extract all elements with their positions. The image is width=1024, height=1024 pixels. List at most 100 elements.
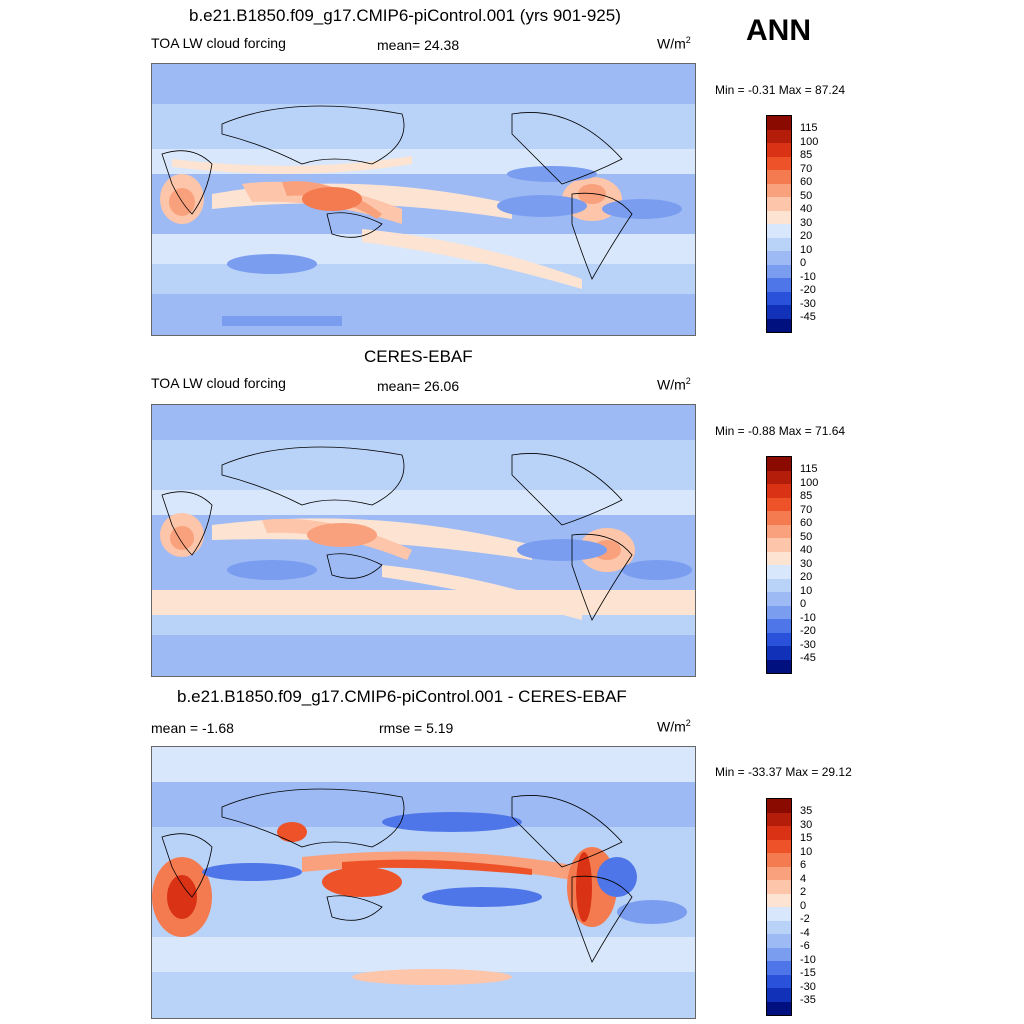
colorbar-swatch [767,866,791,880]
colorbar-tick-label: 10 [800,243,813,256]
colorbar-swatch [767,170,791,184]
colorbar-tick-label: 30 [800,818,813,831]
colorbar-tick-label: 4 [800,872,807,885]
colorbar-swatch [767,318,791,332]
colorbar-tick-label: 85 [800,490,813,502]
panel-3-map [151,746,696,1019]
colorbar-swatch [767,183,791,197]
colorbar-tick-label: 10 [800,584,813,597]
colorbar-swatch [767,551,791,565]
panel-1-map [151,63,696,336]
season-label: ANN [746,14,811,47]
colorbar-swatch [767,853,791,867]
colorbar-tick-label: -10 [800,611,816,624]
colorbar-swatch [767,961,791,975]
colorbar-swatch [767,799,791,813]
colorbar-swatch [767,197,791,211]
colorbar-tick-label: -4 [800,926,810,939]
colorbar-swatch [767,210,791,224]
colorbar-swatch [767,524,791,538]
colorbar-tick-label: 85 [800,149,813,161]
panel-3-rmse-label: rmse = 5.19 [379,720,454,736]
panel-3-units: W/m2 [657,718,691,735]
panel-3-colorbar [766,798,792,1016]
panel-3-mean-label: mean = -1.68 [151,720,234,736]
colorbar-tick-label: 0 [800,257,807,269]
panel-2-minmax: Min = -0.88 Max = 71.64 [715,424,846,438]
panel-2-units: W/m2 [657,376,691,393]
panel-3-title: b.e21.B1850.f09_g17.CMIP6-piControl.001 … [177,687,627,706]
colorbar-tick-label: 20 [800,571,813,583]
colorbar-tick-label: 70 [800,503,813,516]
colorbar-swatch [767,305,791,319]
colorbar-tick-label: 50 [800,530,813,543]
panel-2-variable-label: TOA LW cloud forcing [151,375,286,391]
colorbar-swatch [767,947,791,961]
panel-2-colorbar [766,456,792,674]
colorbar-tick-label: -10 [800,953,816,966]
colorbar-swatch [767,264,791,278]
colorbar-tick-label: 0 [800,598,807,610]
panel-2-map-svg [152,405,695,676]
colorbar-swatch [767,920,791,934]
panel-1-units: W/m2 [657,35,691,52]
colorbar-swatch [767,484,791,498]
panel-1-variable-label: TOA LW cloud forcing [151,35,286,51]
colorbar-tick-label: -20 [800,284,816,296]
colorbar-tick-label: 115 [800,122,818,134]
colorbar-swatch [767,646,791,660]
colorbar-swatch [767,659,791,673]
panel-1-map-svg [152,64,695,335]
colorbar-swatch [767,988,791,1002]
colorbar-swatch [767,497,791,511]
colorbar-swatch [767,839,791,853]
colorbar-swatch [767,1001,791,1015]
colorbar-tick-label: 70 [800,162,813,175]
colorbar-swatch [767,156,791,170]
colorbar-tick-label: 0 [800,899,807,912]
colorbar-swatch [767,129,791,143]
colorbar-tick-label: 60 [800,517,813,529]
colorbar-tick-label: 30 [800,557,813,570]
colorbar-tick-label: 20 [800,230,813,242]
colorbar-tick-label: 60 [800,176,813,188]
colorbar-swatch [767,592,791,606]
colorbar-tick-label: 6 [800,859,807,871]
panel-2-mean-label: mean= 26.06 [377,378,460,394]
colorbar-swatch [767,143,791,157]
panel-2-map [151,404,696,677]
panel-1-colorbar [766,115,792,333]
colorbar-tick-label: 50 [800,189,813,202]
colorbar-tick-label: 35 [800,805,813,817]
colorbar-swatch [767,880,791,894]
colorbar-swatch [767,934,791,948]
panel-3-minmax: Min = -33.37 Max = 29.12 [715,765,852,779]
colorbar-tick-label: 100 [800,476,819,489]
colorbar-swatch [767,251,791,265]
colorbar-swatch [767,812,791,826]
panel-3-map-svg [152,747,695,1018]
colorbar-tick-label: -30 [800,638,816,651]
colorbar-tick-label: -45 [800,652,816,664]
panel-2-title: CERES-EBAF [364,347,473,366]
colorbar-swatch [767,116,791,130]
colorbar-swatch [767,511,791,525]
colorbar-tick-label: -2 [800,913,810,925]
colorbar-swatch [767,826,791,840]
colorbar-tick-label: -10 [800,270,816,283]
colorbar-tick-label: 40 [800,544,813,556]
colorbar-tick-label: -20 [800,625,816,637]
colorbar-swatch [767,893,791,907]
colorbar-swatch [767,632,791,646]
colorbar-swatch [767,278,791,292]
colorbar-tick-label: 100 [800,135,819,148]
colorbar-tick-label: -30 [800,297,816,310]
colorbar-swatch [767,605,791,619]
colorbar-tick-label: 10 [800,845,813,858]
panel-1-title: b.e21.B1850.f09_g17.CMIP6-piControl.001 … [189,6,621,25]
colorbar-tick-label: 115 [800,463,818,475]
colorbar-swatch [767,907,791,921]
colorbar-swatch [767,578,791,592]
colorbar-swatch [767,291,791,305]
colorbar-swatch [767,457,791,471]
